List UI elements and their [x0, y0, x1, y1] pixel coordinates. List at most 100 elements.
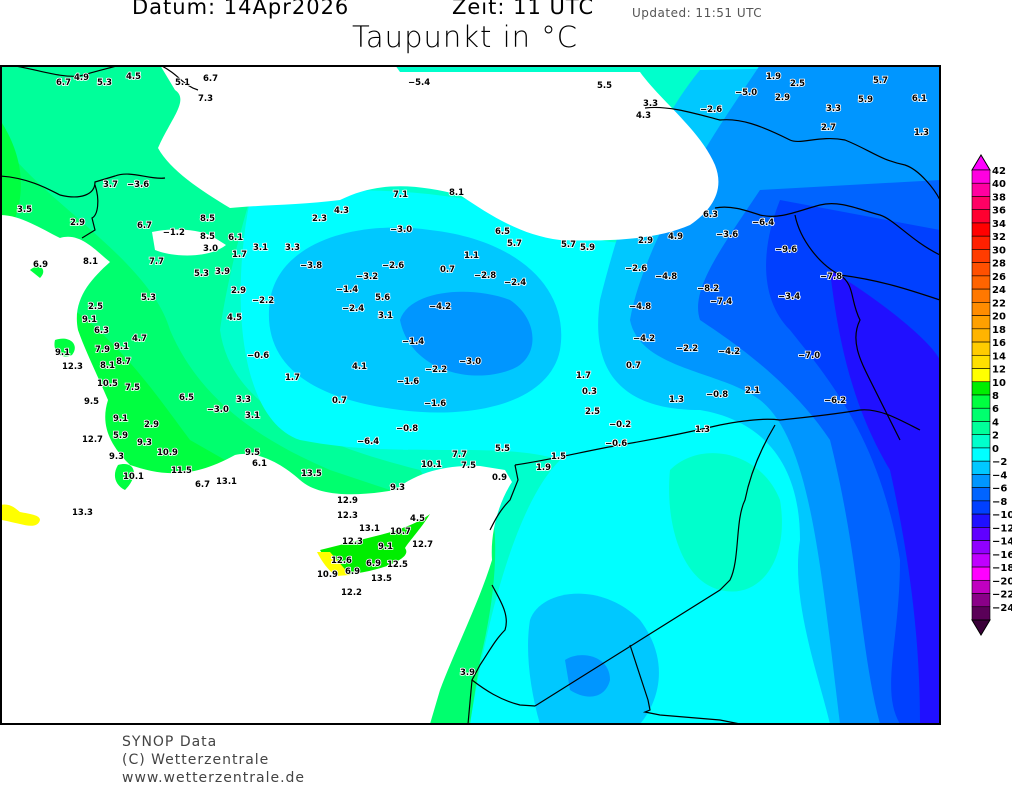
legend-swatch — [971, 368, 991, 383]
legend-label: 30 — [992, 245, 1006, 256]
legend-label: 34 — [992, 219, 1006, 230]
station-value: 12.7 — [412, 540, 433, 550]
legend-label: 20 — [992, 312, 1006, 323]
legend-swatch — [971, 474, 991, 488]
legend-label: −18 — [992, 563, 1012, 574]
station-value: 9.1 — [114, 342, 129, 352]
legend-swatch — [971, 579, 991, 594]
legend-swatch — [971, 341, 991, 356]
station-value: 4.5 — [410, 514, 425, 524]
station-value: 5.9 — [113, 431, 128, 441]
station-value: 6.9 — [33, 260, 48, 270]
station-value: 7.9 — [95, 345, 110, 355]
station-value: 5.7 — [561, 240, 576, 250]
legend-swatch — [971, 407, 991, 422]
legend-swatch — [971, 182, 991, 197]
station-value: 2.3 — [312, 214, 327, 224]
station-value: 3.5 — [17, 205, 32, 215]
station-value: 7.7 — [149, 257, 164, 267]
country-borders — [1, 66, 940, 724]
legend-label: −4 — [992, 470, 1007, 481]
station-value: 1.7 — [232, 250, 247, 260]
station-value: 3.3 — [826, 104, 841, 114]
footer-copyright: (C) Wetterzentrale — [122, 752, 270, 768]
station-value: 5.5 — [597, 81, 612, 91]
station-value: 3.0 — [203, 244, 218, 254]
station-value: −2.2 — [676, 344, 698, 354]
station-value: 5.7 — [873, 76, 888, 86]
station-value: 12.7 — [82, 435, 103, 445]
station-value: −4.2 — [718, 347, 740, 357]
cyprus — [320, 514, 430, 575]
station-value: 3.9 — [460, 668, 475, 678]
legend-swatch — [971, 235, 991, 250]
station-value: 0.3 — [582, 387, 597, 397]
station-value: 2.1 — [745, 386, 760, 396]
station-value: −0.8 — [706, 390, 728, 400]
legend-swatch — [971, 553, 991, 568]
station-value: 4.5 — [227, 313, 242, 323]
station-value: 2.5 — [88, 302, 103, 312]
legend-swatch — [971, 328, 991, 343]
station-value: 1.3 — [914, 128, 929, 138]
station-value: 3.7 — [103, 180, 118, 190]
station-value: 5.3 — [194, 269, 209, 279]
station-value: −1.4 — [402, 337, 424, 347]
station-value: 9.3 — [137, 438, 152, 448]
station-value: 8.1 — [449, 188, 464, 198]
station-value: 10.5 — [97, 379, 118, 389]
station-value: 6.1 — [912, 94, 927, 104]
station-value: 5.1 — [175, 78, 190, 88]
legend-swatch — [971, 249, 991, 263]
station-value: −7.8 — [820, 272, 842, 282]
station-value: 3.1 — [245, 411, 260, 421]
legend-swatch — [971, 460, 991, 475]
station-value: 3.3 — [285, 243, 300, 253]
station-value: −2.6 — [625, 264, 647, 274]
station-value: 13.3 — [72, 508, 93, 518]
legend-swatch — [971, 354, 991, 369]
station-value: −0.6 — [247, 351, 269, 361]
station-value: −8.2 — [697, 284, 719, 294]
station-value: −4.2 — [429, 302, 451, 312]
legend-label: 6 — [992, 404, 999, 415]
station-value: 6.9 — [345, 567, 360, 577]
station-value: −3.6 — [127, 180, 149, 190]
legend-label: 0 — [992, 444, 999, 455]
station-value: 13.1 — [359, 524, 380, 534]
legend-label: −2 — [992, 457, 1007, 468]
station-value: 0.7 — [626, 361, 641, 371]
station-value: 6.5 — [179, 393, 194, 403]
station-value: 9.3 — [390, 483, 405, 493]
station-value: 8.5 — [200, 232, 215, 242]
station-value: 10.7 — [390, 527, 411, 537]
station-value: 2.5 — [790, 79, 805, 89]
station-value: −9.6 — [775, 245, 797, 255]
contour-fill: 6.7 4.9 5.34.55.1 6.77.3−5.43.7 −3.63.52.9 6.… — [1, 66, 940, 724]
legend-swatch — [971, 513, 991, 528]
station-value: −2.4 — [504, 278, 526, 288]
station-value: 7.5 — [461, 461, 476, 471]
station-value: 9.5 — [245, 448, 260, 458]
station-value: −5.0 — [735, 88, 757, 98]
legend-swatch — [971, 447, 991, 462]
legend-label: 28 — [992, 259, 1006, 270]
legend-swatch — [971, 288, 991, 303]
station-value: −4.8 — [655, 272, 677, 282]
footer-website[interactable]: www.wetterzentrale.de — [122, 770, 306, 786]
station-value: 6.7 — [203, 74, 218, 84]
time-label: Zeit: 11 UTC — [452, 0, 595, 19]
legend-label: 36 — [992, 206, 1006, 217]
crete — [1, 504, 40, 526]
station-value: 10.1 — [123, 472, 144, 482]
station-value: 1.3 — [695, 425, 710, 435]
legend-label: 14 — [992, 351, 1006, 362]
black-sea — [158, 66, 719, 241]
station-value: 0.9 — [492, 473, 507, 483]
station-values: 6.7 4.9 5.34.55.1 6.77.3−5.43.7 −3.63.52.9 6.… — [16, 71, 930, 679]
footer-source: SYNOP Data — [122, 734, 218, 750]
station-value: −1.6 — [424, 399, 446, 409]
station-value: 4.3 — [636, 111, 651, 121]
station-value: 4.1 — [352, 362, 367, 372]
legend-swatch — [971, 487, 991, 502]
